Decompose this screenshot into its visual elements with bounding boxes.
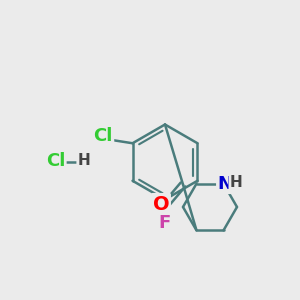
- Text: O: O: [153, 194, 169, 214]
- Text: H: H: [78, 153, 90, 168]
- Text: Cl: Cl: [93, 127, 113, 145]
- Text: H: H: [230, 175, 242, 190]
- Text: F: F: [159, 214, 171, 232]
- Text: Cl: Cl: [46, 152, 65, 169]
- Text: N: N: [218, 175, 232, 193]
